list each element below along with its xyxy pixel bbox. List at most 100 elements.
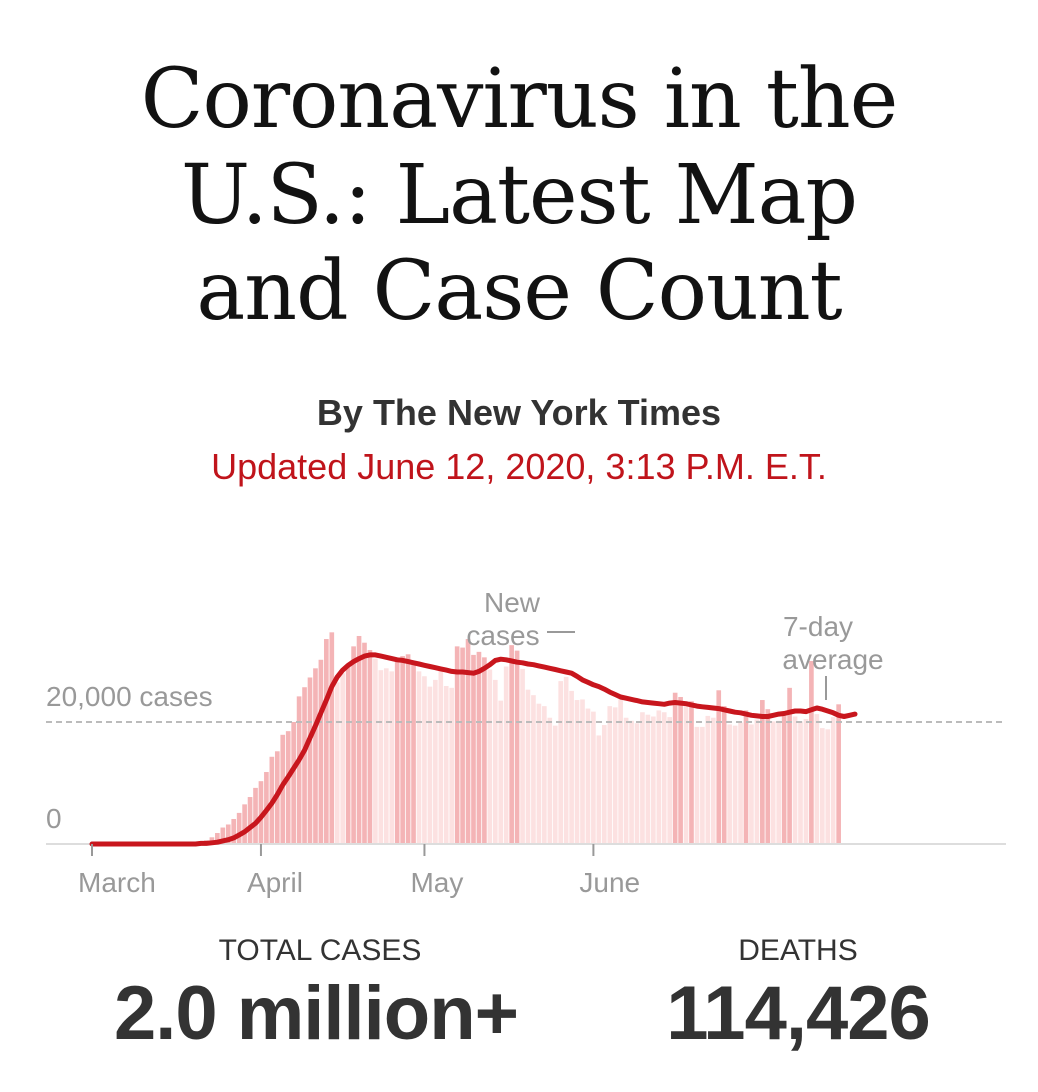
bar-day-74 — [492, 679, 498, 844]
bar-day-52 — [373, 658, 378, 844]
bar-day-81 — [531, 695, 536, 844]
bar-day-28 — [242, 804, 247, 844]
bar-day-127 — [781, 712, 787, 844]
y-tick-label-20000: 20,000 cases — [46, 681, 213, 712]
bar-day-93 — [596, 735, 602, 844]
bar-day-47 — [345, 664, 351, 844]
bar-day-78 — [514, 650, 520, 844]
bar-day-132 — [809, 661, 814, 844]
bar-day-84 — [547, 717, 553, 844]
annotation-7day-line2: average — [782, 644, 883, 675]
bar-day-123 — [760, 700, 765, 844]
bar-day-51 — [367, 650, 373, 844]
bar-day-122 — [754, 719, 760, 844]
bar-day-94 — [601, 725, 607, 844]
new-cases-chart: March April May June 0 20,000 cases New cas… — [46, 587, 1006, 898]
bar-day-42 — [318, 659, 324, 844]
bar-day-98 — [623, 717, 629, 844]
bar-day-87 — [563, 676, 569, 844]
bar-day-129 — [792, 716, 798, 844]
bar-day-41 — [313, 668, 318, 844]
bar-day-72 — [482, 657, 487, 844]
bar-day-101 — [640, 712, 645, 844]
bar-day-54 — [383, 668, 389, 844]
bar-day-82 — [536, 703, 542, 844]
bar-day-79 — [520, 668, 525, 844]
bar-day-64 — [438, 670, 444, 844]
bar-day-45 — [334, 682, 340, 844]
bar-day-119 — [738, 722, 743, 844]
bar-day-124 — [765, 709, 771, 844]
bar-day-83 — [542, 706, 547, 844]
seven-day-average-line — [89, 652, 858, 847]
bar-day-115 — [716, 690, 722, 844]
x-tick-label-june: June — [579, 867, 640, 898]
bar-day-39 — [302, 687, 307, 844]
bar-day-106 — [667, 717, 673, 844]
bar-day-63 — [433, 679, 438, 844]
bar-day-61 — [422, 676, 427, 844]
bar-day-91 — [585, 708, 591, 844]
bar-day-70 — [471, 654, 476, 844]
bar-day-59 — [411, 661, 416, 844]
bar-day-71 — [476, 651, 482, 844]
bar-day-118 — [732, 725, 738, 844]
bar-day-121 — [749, 724, 754, 844]
bar-day-62 — [427, 686, 433, 844]
bar-day-92 — [591, 711, 596, 844]
bar-day-111 — [694, 726, 700, 844]
bar-day-31 — [258, 781, 264, 844]
bar-day-67 — [454, 646, 460, 844]
bar-day-99 — [629, 720, 634, 844]
bar-day-25 — [225, 824, 231, 844]
bar-day-38 — [296, 696, 302, 844]
updated-timestamp: Updated June 12, 2020, 3:13 P.M. E.T. — [211, 446, 827, 487]
bar-day-69 — [465, 639, 471, 844]
bar-day-56 — [394, 659, 400, 844]
byline: By The New York Times — [316, 392, 722, 433]
bar-day-66 — [449, 687, 455, 844]
bar-day-24 — [220, 827, 226, 844]
bar-day-104 — [656, 710, 662, 844]
annotation-7day-line1: 7-day — [783, 611, 853, 642]
bar-day-36 — [285, 731, 291, 844]
bar-day-136 — [830, 717, 836, 844]
bar-day-23 — [215, 833, 220, 844]
y-tick-label-0: 0 — [46, 803, 62, 834]
bar-day-49 — [356, 635, 362, 844]
bar-day-103 — [651, 716, 656, 844]
bar-day-86 — [558, 681, 564, 844]
bar-day-60 — [416, 671, 422, 844]
x-tick-label-april: April — [247, 867, 303, 898]
bar-day-89 — [574, 700, 580, 844]
headline-line-1: Coronavirus in the — [140, 52, 898, 147]
bar-day-97 — [618, 699, 623, 844]
deaths-value: 114,426 — [666, 971, 931, 1056]
bar-day-48 — [351, 646, 356, 844]
deaths-label: DEATHS — [738, 934, 858, 967]
bar-day-88 — [569, 690, 574, 844]
bar-day-40 — [307, 677, 313, 844]
bar-day-100 — [634, 723, 640, 844]
bar-day-125 — [770, 721, 776, 844]
bar-day-126 — [776, 720, 782, 844]
bar-day-117 — [727, 724, 732, 844]
annotation-new-cases-line1: New — [484, 587, 541, 618]
bar-day-68 — [460, 647, 465, 844]
bar-day-133 — [814, 714, 820, 844]
headline-line-2: U.S.: Latest Map — [181, 148, 858, 243]
bar-day-109 — [683, 704, 689, 844]
bar-day-77 — [509, 645, 514, 844]
annotation-new-cases-line2: cases — [466, 620, 539, 651]
bar-day-134 — [819, 728, 825, 844]
bar-day-95 — [607, 706, 613, 844]
bar-day-57 — [400, 656, 405, 844]
bar-day-46 — [340, 673, 346, 844]
bar-day-108 — [678, 696, 683, 844]
bar-day-130 — [798, 721, 803, 844]
bar-day-90 — [580, 699, 585, 844]
bar-day-65 — [443, 686, 449, 844]
bar-day-73 — [487, 669, 493, 844]
x-tick-label-may: May — [410, 867, 463, 898]
bar-day-75 — [498, 700, 504, 844]
